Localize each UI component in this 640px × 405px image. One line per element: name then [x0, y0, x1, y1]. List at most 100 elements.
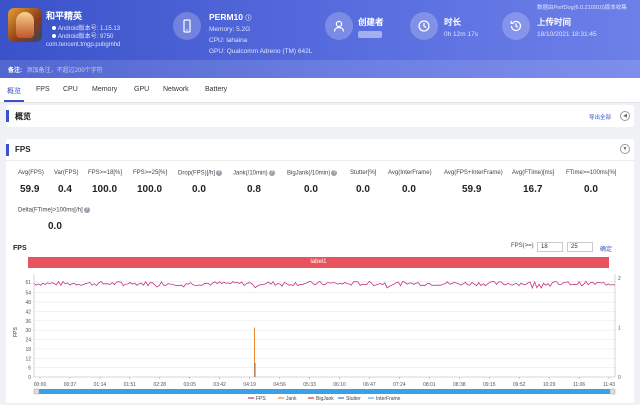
- stat-fps-interframe-value: 59.9: [462, 184, 482, 195]
- note-input[interactable]: 添加备注，不超过200个字符: [26, 68, 103, 74]
- x-tick-label: 03:05: [183, 382, 196, 388]
- x-tick-label: 09:52: [513, 382, 526, 388]
- fps-section-title: FPS: [15, 145, 31, 154]
- y-tick-label: 48: [25, 300, 31, 306]
- y-tick-label: 42: [25, 309, 31, 315]
- stat-ftime100-value: 0.0: [584, 184, 598, 195]
- stat-label: FPS>=25[%]: [133, 170, 167, 176]
- upload-label: 上传时间: [537, 17, 572, 27]
- stat-var-fps-label: Var(FPS): [54, 170, 79, 176]
- tab-memory[interactable]: Memory: [92, 86, 118, 93]
- tab-bar: 概览 FPS CPU Memory GPU Network Battery: [0, 78, 640, 103]
- stat-jank-label: Jank(/10min): [233, 170, 268, 177]
- stat-label: FTime>=100ms[%]: [566, 170, 616, 176]
- y2-tick-label: 0: [618, 375, 621, 381]
- tab-cpu[interactable]: CPU: [63, 86, 78, 93]
- y2-axis-title: Jank: [622, 325, 624, 336]
- label-bar[interactable]: label1: [28, 257, 609, 268]
- collapse-down-icon[interactable]: ▼: [620, 144, 630, 154]
- stat-label: BigJank(/10min)?: [287, 170, 338, 177]
- y-tick-label: 54: [25, 291, 31, 297]
- version-note: 数据由PerfDog(6.0.210910)版本收集: [537, 5, 627, 11]
- fps-threshold-2-input[interactable]: 25: [567, 242, 593, 252]
- creator-label: 创建者: [358, 17, 384, 27]
- tab-fps[interactable]: FPS: [36, 86, 50, 93]
- stat-fps-interframe-label: Avg(FPS+InterFrame): [444, 170, 503, 176]
- y-tick-label: 30: [25, 328, 31, 334]
- help-icon[interactable]: ?: [331, 170, 338, 176]
- stat-fps18-label: FPS>=18[%]: [88, 170, 123, 176]
- app-icon: [8, 8, 42, 42]
- stat-delta-ftime-value: 0.0: [48, 221, 62, 232]
- chart-title: FPS: [13, 245, 27, 252]
- legend-label: BigJank: [316, 396, 334, 402]
- device-name: PERM10 ⓘ: [209, 12, 251, 22]
- x-tick-label: 04:56: [273, 382, 286, 388]
- y-axis-title: FPS: [13, 326, 19, 336]
- divider: [6, 160, 634, 161]
- help-icon[interactable]: ?: [83, 207, 90, 213]
- y-tick-label: 12: [25, 356, 31, 362]
- stat-label: Avg(FPS): [18, 170, 44, 176]
- stat-stutter-value: 0.0: [356, 184, 370, 195]
- report-header: 数据由PerfDog(6.0.210910)版本收集 和平精英 Android版…: [0, 0, 640, 78]
- stat-label: Avg(InterFrame): [388, 170, 432, 176]
- overview-section: 概览 导出全部 ◀: [6, 105, 634, 127]
- x-tick-label: 09:15: [483, 382, 496, 388]
- legend-label: Jank: [286, 396, 297, 402]
- legend-label: FPS: [256, 396, 266, 402]
- y-tick-label: 18: [25, 347, 31, 353]
- y-tick-label: 36: [25, 319, 31, 325]
- x-tick-label: 10:29: [543, 382, 556, 388]
- legend-label: InterFrame: [376, 396, 401, 402]
- stat-fps18-value: 100.0: [92, 184, 118, 195]
- overview-title: 概览: [15, 112, 31, 121]
- stat-label: Var(FPS): [54, 170, 79, 176]
- stat-avg-fps-label: Avg(FPS): [18, 170, 44, 176]
- fps-section: FPS ▼ Avg(FPS) 59.9 Var(FPS) 0.4 FPS>=18…: [6, 139, 634, 403]
- y-tick-label: 24: [25, 338, 31, 344]
- confirm-button[interactable]: 确定: [600, 247, 613, 253]
- note-label: 备注:: [8, 68, 22, 74]
- help-icon[interactable]: ?: [268, 170, 275, 176]
- x-tick-label: 02:28: [154, 382, 167, 388]
- device-memory: Memory: 5.2G: [209, 26, 251, 33]
- stat-bigjank-label: BigJank(/10min): [287, 170, 331, 177]
- stat-label: Delta(FTime)>100ms[/h]?: [18, 207, 90, 214]
- x-tick-label: 11:06: [573, 382, 585, 388]
- stat-ftime-label: Avg(FTime)[ms]: [512, 170, 555, 176]
- x-tick-label: 06:47: [363, 382, 376, 388]
- fps-threshold-1-input[interactable]: 18: [537, 242, 563, 252]
- x-tick-label: 07:24: [393, 382, 406, 388]
- x-tick-label: 00:00: [34, 382, 47, 388]
- x-tick-label: 03:42: [213, 382, 226, 388]
- app-build: Android版本号: 9750: [52, 31, 113, 40]
- tab-overview[interactable]: 概览: [7, 88, 21, 95]
- clock-icon: [410, 12, 438, 40]
- active-tab-indicator: [4, 100, 24, 102]
- duration-value: 0h 12m 17s: [444, 31, 478, 38]
- x-tick-label: 06:10: [333, 382, 346, 388]
- app-build-text: Android版本号: 9750: [58, 34, 114, 40]
- export-all-link[interactable]: 导出全部: [589, 115, 612, 121]
- x-tick-label: 00:37: [64, 382, 77, 388]
- tab-battery[interactable]: Battery: [205, 86, 228, 93]
- stat-var-fps-value: 0.4: [58, 184, 72, 195]
- collapse-left-icon[interactable]: ◀: [620, 111, 630, 121]
- stat-label: Jank(/10min)?: [233, 170, 275, 177]
- x-tick-label: 08:38: [453, 382, 466, 388]
- help-icon[interactable]: ?: [216, 170, 223, 176]
- device-gpu: GPU: Qualcomm Adreno (TM) 642L: [209, 48, 313, 55]
- stat-drop-value: 0.0: [192, 184, 206, 195]
- tab-network[interactable]: Network: [163, 86, 189, 93]
- y-tick-label: 6: [28, 366, 31, 372]
- fps-range-label: FPS(>=): [511, 243, 534, 249]
- legend-label: Stutter: [346, 396, 361, 402]
- info-icon[interactable]: ⓘ: [245, 16, 252, 22]
- tab-gpu[interactable]: GPU: [134, 86, 150, 93]
- android-icon: [52, 26, 56, 31]
- note-bar[interactable]: 备注: 添加备注，不超过200个字符: [0, 60, 640, 78]
- android-icon: [52, 34, 56, 39]
- app-version-text: Android版本号: 1.15.13: [58, 26, 121, 32]
